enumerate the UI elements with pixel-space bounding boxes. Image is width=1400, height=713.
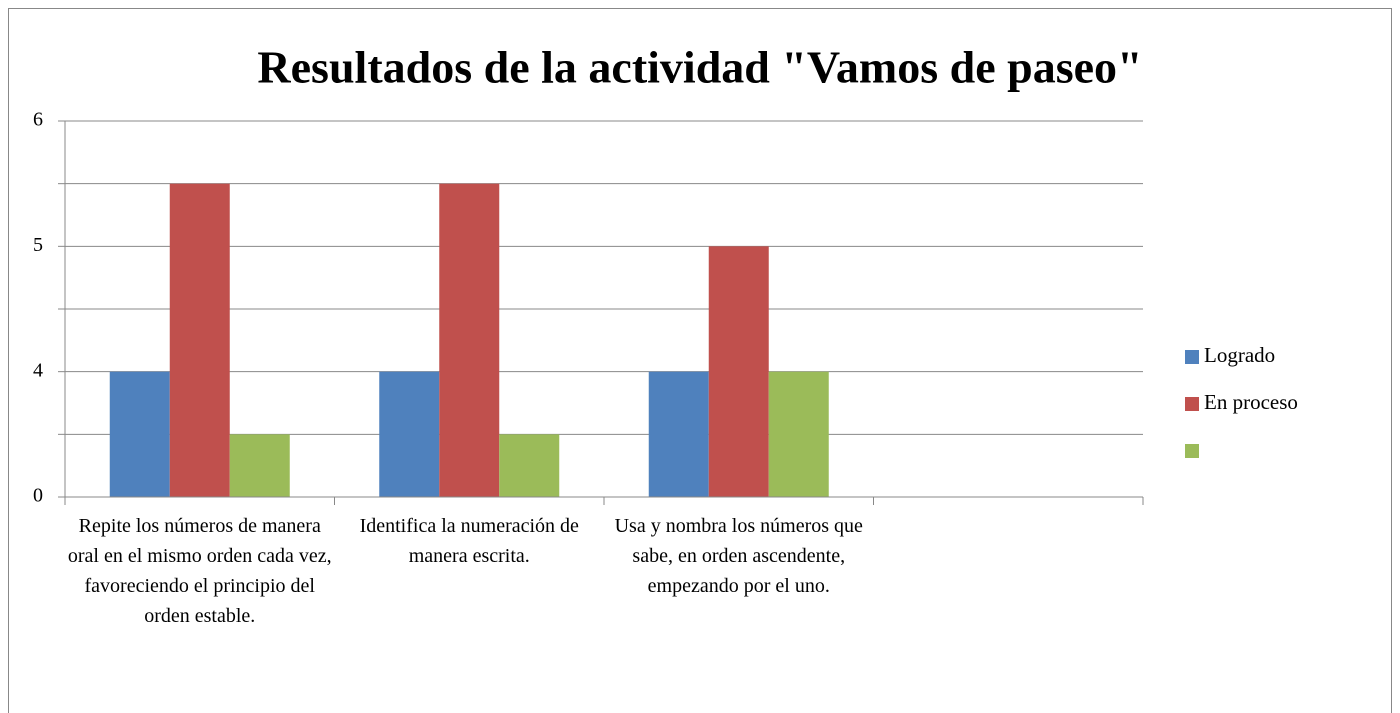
legend-label: Logrado — [1204, 343, 1275, 367]
bar — [439, 183, 500, 497]
x-tick-label: Repite los números de manera oral en el … — [67, 515, 332, 627]
bar — [499, 434, 560, 497]
y-tick-label: 0 — [33, 485, 43, 507]
bar — [169, 183, 230, 497]
bar — [648, 371, 709, 497]
y-tick-label: 6 — [33, 109, 43, 131]
legend-swatch — [1185, 350, 1199, 364]
bar — [379, 371, 440, 497]
chart-title: Resultados de la actividad "Vamos de pas… — [257, 42, 1142, 93]
legend-label: En proceso — [1204, 390, 1298, 414]
y-tick-label: 4 — [33, 359, 43, 381]
y-tick-label: 5 — [33, 234, 43, 256]
bar — [768, 371, 829, 497]
x-tick-label: Identifica la numeración de manera escri… — [359, 515, 579, 567]
bar — [229, 434, 290, 497]
bar — [708, 246, 769, 497]
legend-swatch — [1185, 444, 1199, 458]
bar — [109, 371, 170, 497]
x-tick-label: Usa y nombra los números que sabe, en or… — [614, 515, 863, 597]
chart-border — [8, 8, 1392, 713]
legend-swatch — [1185, 397, 1199, 411]
